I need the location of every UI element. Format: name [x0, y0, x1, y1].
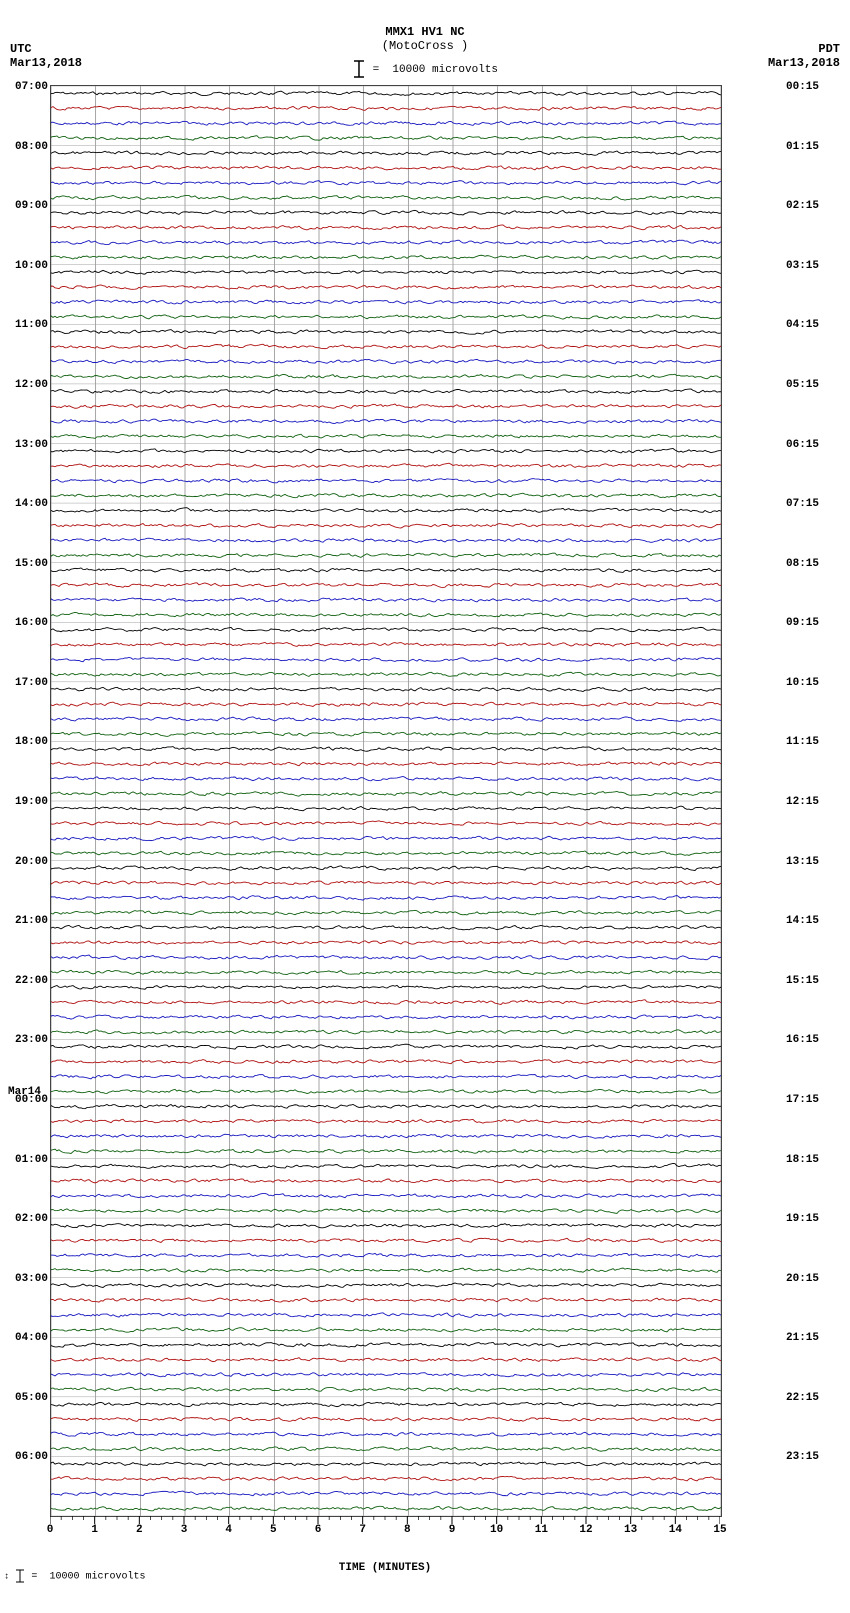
xtick-label: 15: [713, 1524, 726, 1536]
utc-hour-label: 06:00: [15, 1451, 48, 1463]
seismogram-plot: [50, 85, 722, 1517]
pdt-hour-label: 07:15: [786, 498, 819, 510]
xtick-label: 14: [669, 1524, 682, 1536]
xtick-label: 11: [535, 1524, 548, 1536]
utc-hour-label: 20:00: [15, 856, 48, 868]
title-line-2: (MotoCross ): [0, 39, 850, 53]
pdt-hour-label: 13:15: [786, 856, 819, 868]
xaxis-label: TIME (MINUTES): [50, 1562, 720, 1574]
xtick-label: 2: [136, 1524, 143, 1536]
pdt-hour-label: 10:15: [786, 677, 819, 689]
scale-value: 10000 microvolts: [392, 64, 498, 76]
pdt-hour-label: 23:15: [786, 1451, 819, 1463]
utc-time-axis: 07:0008:0009:0010:0011:0012:0013:0014:00…: [8, 85, 48, 1515]
pdt-hour-label: 14:15: [786, 915, 819, 927]
pdt-hour-label: 20:15: [786, 1273, 819, 1285]
pdt-hour-label: 16:15: [786, 1034, 819, 1046]
utc-hour-label: 09:00: [15, 200, 48, 212]
utc-hour-label: 08:00: [15, 141, 48, 153]
xtick-label: 3: [181, 1524, 188, 1536]
xtick-label: 12: [579, 1524, 592, 1536]
seismogram-container: MMX1 HV1 NC (MotoCross ) = 10000 microvo…: [0, 0, 850, 1613]
pdt-hour-label: 18:15: [786, 1154, 819, 1166]
utc-hour-label: 01:00: [15, 1154, 48, 1166]
footer-scale-value: 10000 microvolts: [49, 1572, 145, 1583]
utc-hour-label: 15:00: [15, 558, 48, 570]
date-left-label: Mar13,2018: [10, 56, 82, 70]
utc-hour-label: 21:00: [15, 915, 48, 927]
utc-hour-label: 00:00: [15, 1094, 48, 1106]
xtick-label: 7: [359, 1524, 366, 1536]
pdt-hour-label: 12:15: [786, 796, 819, 808]
utc-hour-label: 17:00: [15, 677, 48, 689]
pdt-hour-label: 09:15: [786, 617, 819, 629]
xtick-label: 1: [91, 1524, 98, 1536]
xtick-label: 9: [449, 1524, 456, 1536]
xtick-label: 4: [225, 1524, 232, 1536]
pdt-hour-label: 03:15: [786, 260, 819, 272]
utc-hour-label: 03:00: [15, 1273, 48, 1285]
pdt-hour-label: 21:15: [786, 1332, 819, 1344]
xtick-label: 5: [270, 1524, 277, 1536]
pdt-hour-label: 17:15: [786, 1094, 819, 1106]
utc-hour-label: 19:00: [15, 796, 48, 808]
scale-bar-icon: [352, 60, 366, 78]
pdt-hour-label: 04:15: [786, 319, 819, 331]
utc-hour-label: 12:00: [15, 379, 48, 391]
utc-hour-label: 02:00: [15, 1213, 48, 1225]
pdt-hour-label: 08:15: [786, 558, 819, 570]
pdt-hour-label: 22:15: [786, 1392, 819, 1404]
xaxis-ticks-svg: [50, 1516, 720, 1536]
plot-svg: [51, 86, 721, 1516]
pdt-hour-label: 02:15: [786, 200, 819, 212]
xtick-label: 0: [47, 1524, 54, 1536]
tz-left-label: UTC: [10, 42, 32, 56]
xtick-label: 8: [404, 1524, 411, 1536]
utc-hour-label: 22:00: [15, 975, 48, 987]
xtick-label: 6: [315, 1524, 322, 1536]
scale-indicator: = 10000 microvolts: [352, 60, 498, 78]
pdt-hour-label: 06:15: [786, 439, 819, 451]
pdt-hour-label: 01:15: [786, 141, 819, 153]
xtick-label: 10: [490, 1524, 503, 1536]
utc-hour-label: 23:00: [15, 1034, 48, 1046]
pdt-hour-label: 11:15: [786, 736, 819, 748]
date-right-label: Mar13,2018: [768, 56, 840, 70]
pdt-hour-label: 05:15: [786, 379, 819, 391]
utc-hour-label: 14:00: [15, 498, 48, 510]
pdt-time-axis: 00:1501:1502:1503:1504:1505:1506:1507:15…: [786, 85, 844, 1515]
chart-title: MMX1 HV1 NC (MotoCross ): [0, 25, 850, 53]
xtick-label: 13: [624, 1524, 637, 1536]
title-line-1: MMX1 HV1 NC: [0, 25, 850, 39]
pdt-hour-label: 00:15: [786, 81, 819, 93]
footer-scale: ↕ = 10000 microvolts: [4, 1569, 145, 1583]
utc-hour-label: 13:00: [15, 439, 48, 451]
pdt-hour-label: 19:15: [786, 1213, 819, 1225]
utc-hour-label: 10:00: [15, 260, 48, 272]
footer-scale-bar-icon: [15, 1569, 25, 1583]
utc-hour-label: 18:00: [15, 736, 48, 748]
utc-hour-label: 07:00: [15, 81, 48, 93]
utc-hour-label: 05:00: [15, 1392, 48, 1404]
utc-hour-label: 04:00: [15, 1332, 48, 1344]
utc-hour-label: 11:00: [15, 319, 48, 331]
utc-hour-label: 16:00: [15, 617, 48, 629]
x-axis: 0123456789101112131415 TIME (MINUTES): [50, 1516, 720, 1566]
tz-right-label: PDT: [818, 42, 840, 56]
pdt-hour-label: 15:15: [786, 975, 819, 987]
